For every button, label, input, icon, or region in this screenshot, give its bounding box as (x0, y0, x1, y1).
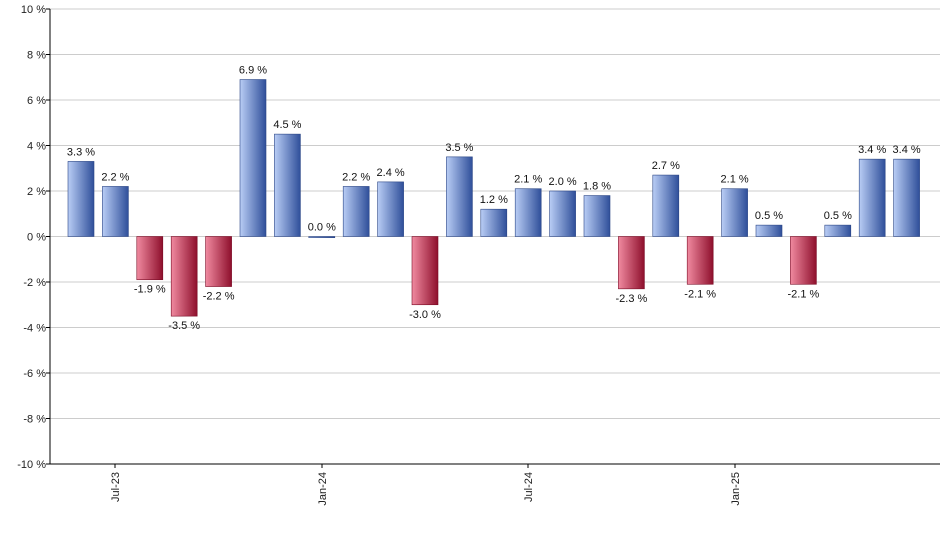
bar (618, 236, 645, 290)
bar (136, 236, 164, 281)
bar-value-label: -2.1 % (684, 288, 716, 300)
bar (411, 236, 439, 306)
bar (824, 224, 852, 237)
bar-value-label: -1.9 % (134, 284, 166, 296)
bar-value-label: 3.4 % (858, 144, 886, 156)
bar-value-label: -3.0 % (409, 309, 441, 321)
bar (549, 190, 576, 237)
bar-value-label: 2.2 % (342, 171, 370, 183)
bar (652, 174, 680, 237)
bar-value-label: 2.0 % (549, 176, 577, 188)
bar (239, 79, 267, 237)
bar (755, 224, 783, 237)
y-axis-ticks: -10 % -8 % -6 % -4 % -2 % 0 % 2 % 4 % 6 % 8 % 10 % (17, 4, 50, 471)
bar-value-label: 3.4 % (893, 144, 921, 156)
bar (686, 236, 714, 285)
bar-value-label: 0.5 % (755, 210, 783, 222)
bar (274, 133, 301, 237)
bar-value-label: 2.1 % (721, 174, 749, 186)
bar-value-label: 0.0 % (308, 222, 336, 234)
bar-value-label: 0.5 % (824, 210, 852, 222)
y-tick-label: 4 % (27, 141, 46, 153)
bar-value-label: 1.2 % (480, 194, 508, 206)
bar-value-label: 2.1 % (514, 174, 542, 186)
bar (170, 236, 198, 317)
y-tick-label: -2 % (23, 277, 46, 289)
bar-value-label: 2.4 % (377, 167, 405, 179)
x-tick-label: Jan-25 (730, 472, 742, 506)
bar (102, 186, 129, 237)
bar (858, 158, 886, 237)
bars (67, 79, 920, 317)
bar (480, 208, 508, 237)
axes (49, 9, 940, 465)
y-tick-label: 6 % (27, 95, 46, 107)
y-tick-label: 8 % (27, 50, 46, 62)
y-tick-label: 0 % (27, 232, 46, 244)
bar (308, 236, 336, 239)
y-tick-label: 2 % (27, 186, 46, 198)
bar-value-label: -2.3 % (616, 293, 648, 305)
y-tick-label: -4 % (23, 323, 46, 335)
bar (205, 236, 232, 287)
bar-value-label: 6.9 % (239, 65, 267, 77)
x-axis-ticks: Jul-23 Jan-24 Jul-24 Jan-25 (110, 464, 742, 506)
bar-value-label: 1.8 % (583, 181, 611, 193)
y-tick-label: -6 % (23, 368, 46, 380)
y-tick-label: -10 % (17, 459, 46, 471)
bar (446, 156, 473, 237)
bar (342, 186, 370, 237)
bar-value-label: -2.1 % (788, 288, 820, 300)
bar (721, 188, 748, 237)
x-tick-label: Jul-23 (110, 472, 122, 502)
y-tick-label: 10 % (21, 4, 46, 16)
bar-value-labels: 3.3 % 2.2 % -1.9 % -3.5 % -2.2 % 6.9 % 4.5 % 0.… (67, 65, 921, 333)
bar-value-label: -2.2 % (203, 291, 235, 303)
bar-value-label: 2.2 % (101, 171, 129, 183)
bar (514, 188, 542, 237)
bar (377, 181, 404, 237)
bar-value-label: 3.5 % (445, 142, 473, 154)
bar (67, 161, 95, 237)
y-tick-label: -8 % (23, 414, 46, 426)
bar (583, 195, 611, 237)
bar (790, 236, 817, 285)
bar (893, 158, 920, 237)
bar-value-label: 4.5 % (273, 119, 301, 131)
bar-value-label: 3.3 % (67, 146, 95, 158)
bar-value-label: -3.5 % (168, 320, 200, 332)
x-tick-label: Jan-24 (317, 472, 329, 506)
bar-value-label: 2.7 % (652, 160, 680, 172)
x-tick-label: Jul-24 (523, 472, 535, 502)
